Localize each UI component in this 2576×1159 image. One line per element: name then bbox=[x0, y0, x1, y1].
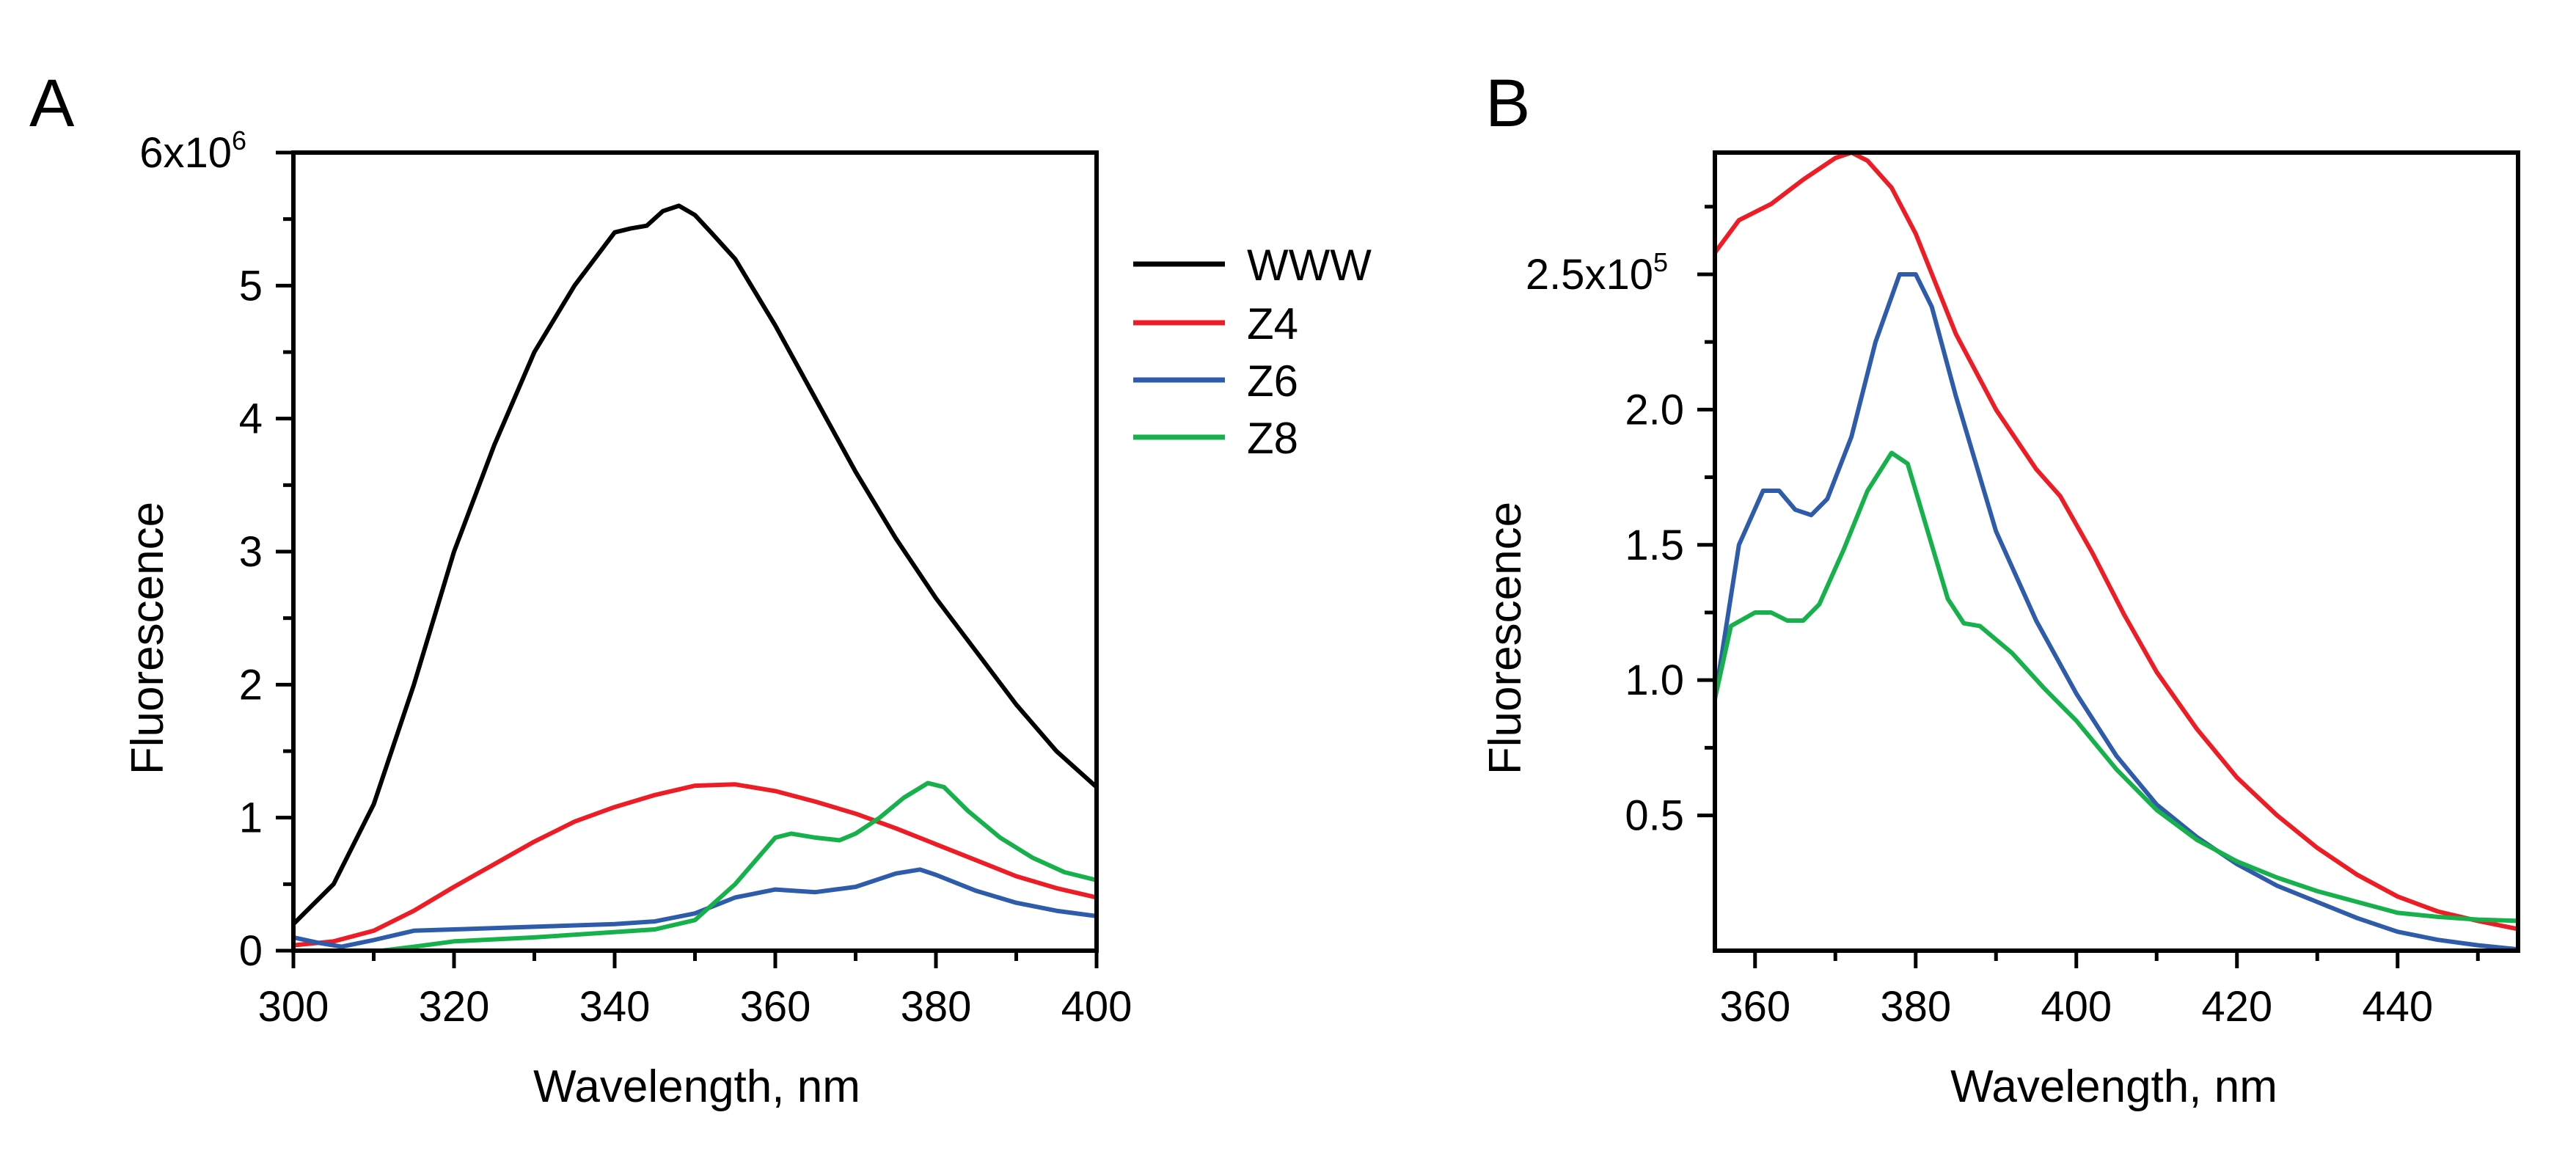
panel-a-x-tick-label-400: 400 bbox=[1061, 983, 1133, 1031]
panel-a-y-tick-label-1: 1 bbox=[239, 794, 263, 842]
legend-label-z8: Z8 bbox=[1247, 414, 1298, 463]
panel-a-x-tick-label-380: 380 bbox=[901, 983, 972, 1031]
panel-a-y-tick-label-5: 5 bbox=[239, 262, 263, 310]
panel-b-x-axis-title: Wavelength, nm bbox=[1950, 1061, 2277, 1112]
legend-label-z4: Z4 bbox=[1247, 299, 1298, 348]
panel-b-y-axis-title: Fluorescence bbox=[1480, 502, 1531, 775]
panel-a-y-top-exponent: 6 bbox=[232, 125, 246, 156]
panel-b-y-tick-label-0: 0.5 bbox=[1625, 792, 1684, 840]
panel-b-x-tick-label-400: 400 bbox=[2041, 983, 2112, 1031]
panel-a-x-axis-title: Wavelength, nm bbox=[533, 1061, 860, 1112]
panel-a-x-tick-label-320: 320 bbox=[419, 983, 490, 1031]
panel-b-y-tick-label-1: 1.0 bbox=[1625, 657, 1684, 704]
panel-a-y-axis-title: Fluorescence bbox=[122, 502, 173, 775]
panel-a-x-tick-label-360: 360 bbox=[740, 983, 811, 1031]
panel-a-y-top-label: 6x106 bbox=[139, 125, 246, 177]
panel-a-series-z8-line bbox=[379, 780, 1097, 951]
legend-label-z6: Z6 bbox=[1247, 357, 1298, 406]
panel-b-x-tick-label-440: 440 bbox=[2362, 983, 2433, 1031]
panel-b: B Fluorescence Wavelength, nm 360 380 400 4… bbox=[1480, 66, 2520, 1112]
panel-a-y-tick-label-4: 4 bbox=[239, 395, 263, 443]
panel-b-y-top-exponent: 5 bbox=[1653, 247, 1668, 277]
panel-a-plot-frame bbox=[291, 150, 1099, 953]
panel-a-series-z6-line bbox=[293, 867, 1097, 949]
panel-b-y-top-label: 2.5x105 bbox=[1526, 247, 1668, 299]
panel-a-x-tick-label-300: 300 bbox=[258, 983, 329, 1031]
panel-b-plot-frame bbox=[1713, 150, 2520, 953]
panel-a-x-tick-label-340: 340 bbox=[579, 983, 651, 1031]
panel-a-series-www-line bbox=[293, 203, 1097, 926]
panel-b-y-tick-label-3: 2.0 bbox=[1625, 386, 1684, 434]
panel-b-x-tick-label-420: 420 bbox=[2201, 983, 2272, 1031]
panel-b-y-tick-label-2: 1.5 bbox=[1625, 522, 1684, 569]
panel-a-y-top-base: 6x10 bbox=[139, 129, 232, 177]
legend-label-www: WWW bbox=[1247, 241, 1372, 290]
panel-b-y-top-base: 2.5x10 bbox=[1526, 251, 1653, 299]
panel-b-x-tick-label-360: 360 bbox=[1719, 983, 1790, 1031]
panel-b-label: B bbox=[1485, 66, 1530, 141]
panel-a-y-tick-label-2: 2 bbox=[239, 661, 263, 709]
panel-b-series-z4-line bbox=[1715, 153, 2518, 932]
panel-a: A Fluorescence Wavelength, nm 300 320 340 3… bbox=[29, 66, 1372, 1112]
panel-a-y-tick-label-0: 0 bbox=[239, 927, 263, 975]
panel-a-series-z4-line bbox=[293, 782, 1097, 948]
legend: WWW Z4 Z6 Z8 bbox=[1133, 241, 1372, 463]
panel-a-y-tick-label-3: 3 bbox=[239, 528, 263, 576]
panel-b-x-tick-label-380: 380 bbox=[1880, 983, 1951, 1031]
panel-b-series-z6-line bbox=[1715, 272, 2518, 951]
panel-b-series-z8-line bbox=[1715, 450, 2518, 924]
panel-a-label: A bbox=[29, 66, 75, 141]
